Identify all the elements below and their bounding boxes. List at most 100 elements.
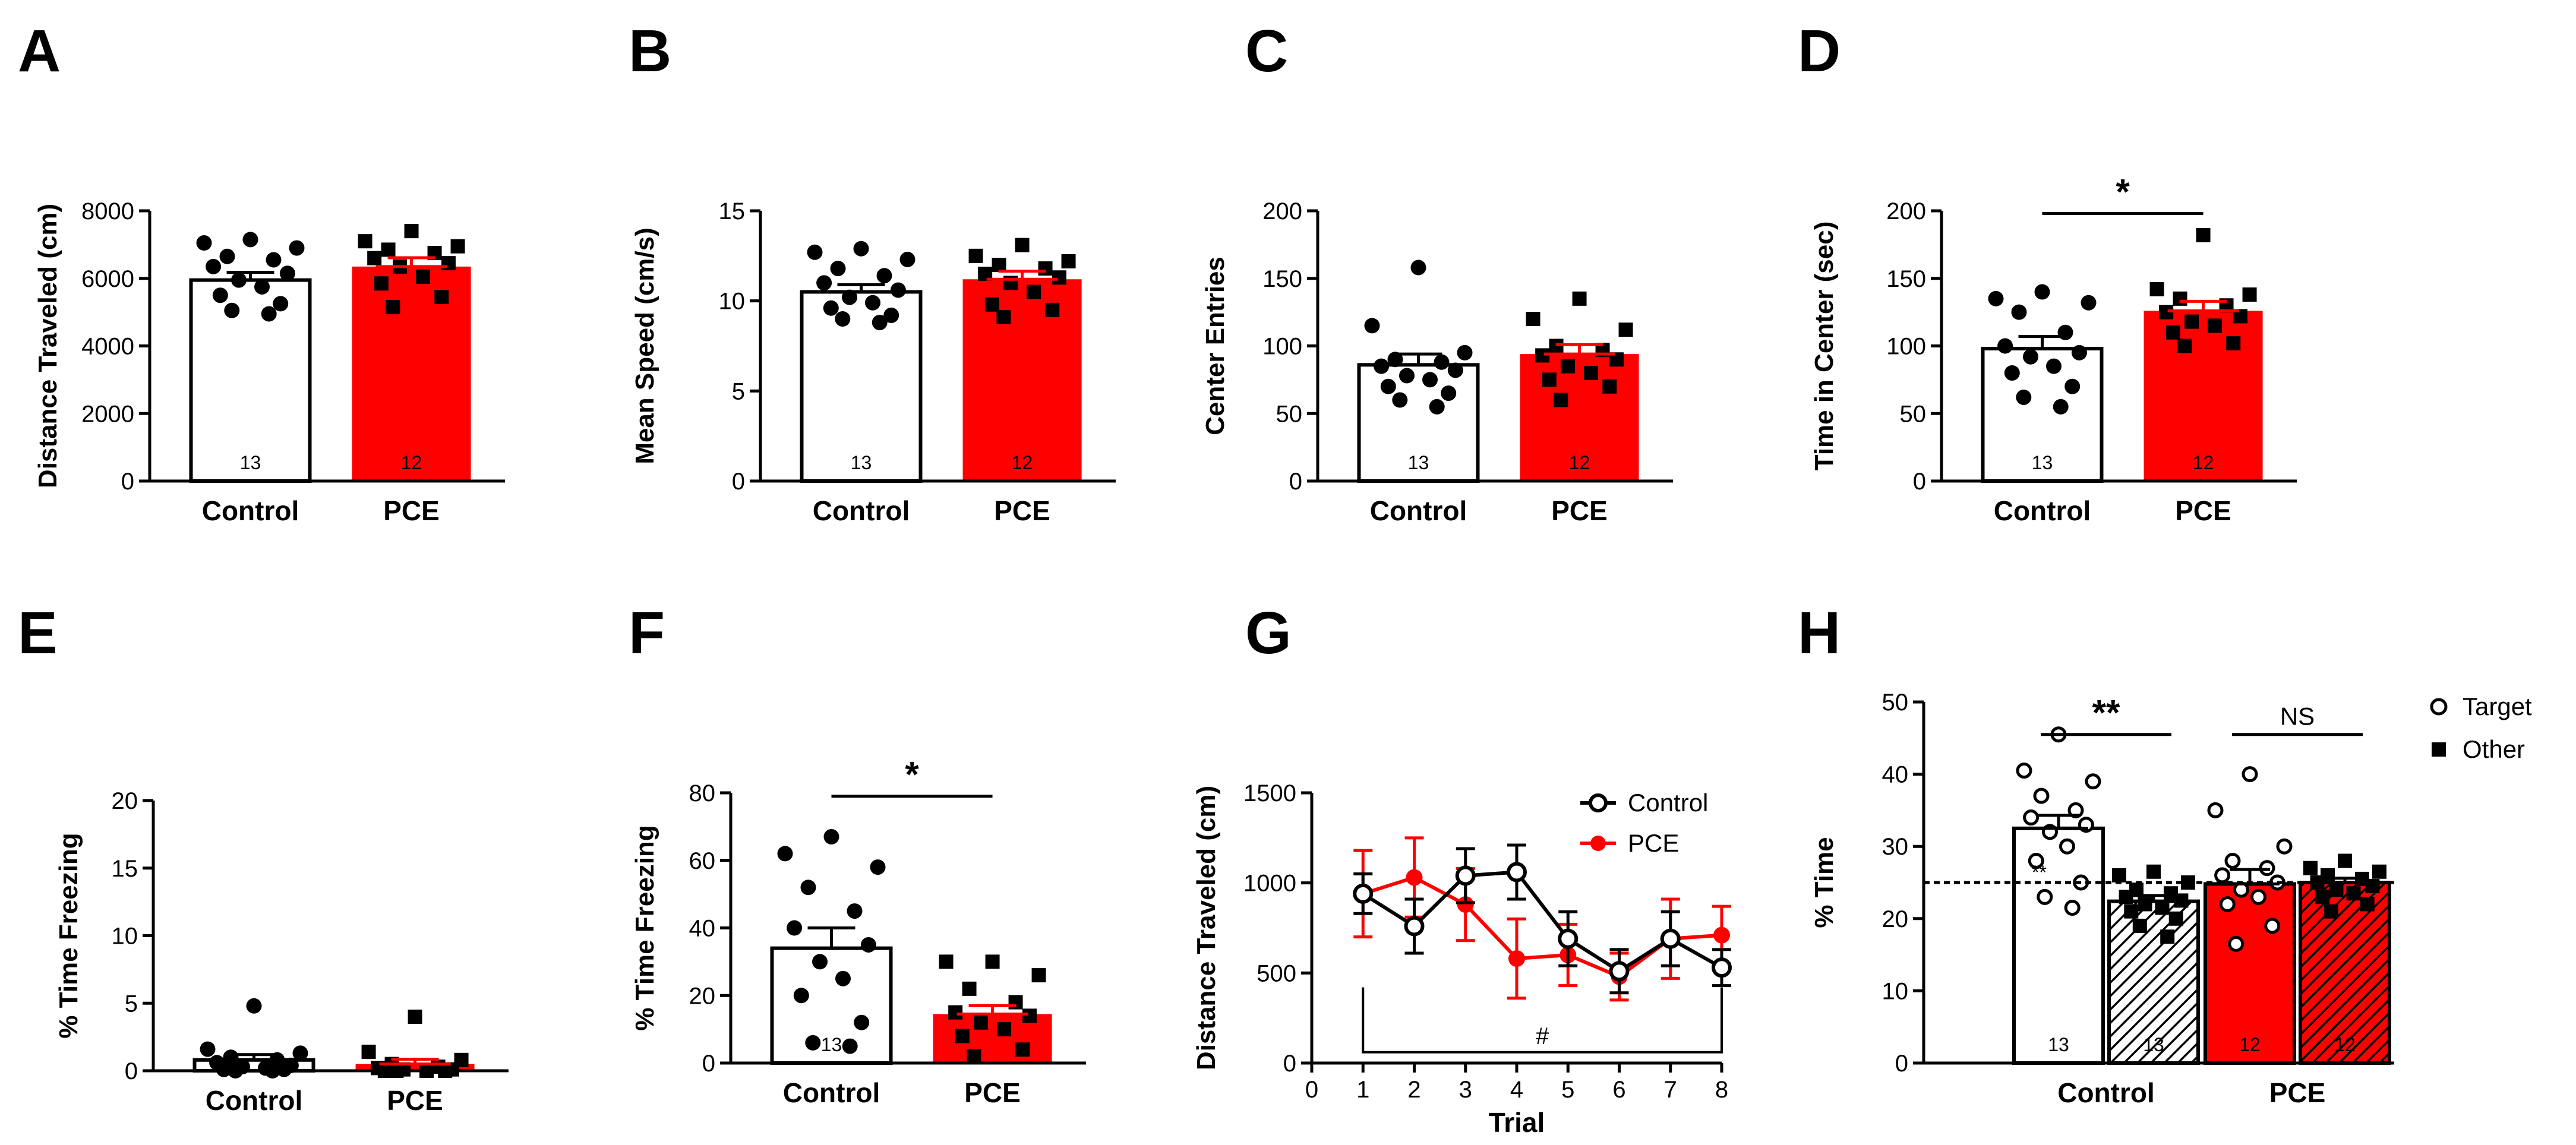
panel-labels: A B C D E F G H — [18, 18, 1841, 666]
data-point-B — [1045, 302, 1060, 317]
data-point-F — [985, 954, 1000, 969]
data-point-H — [2372, 864, 2386, 879]
x-tick-label-G: 4 — [1510, 1077, 1523, 1103]
data-point-B — [807, 244, 823, 260]
data-point-G — [1508, 950, 1525, 967]
data-point-E — [246, 998, 262, 1014]
data-point-C — [1410, 260, 1426, 276]
data-point-A — [441, 256, 456, 271]
data-point-F — [793, 988, 809, 1004]
y-tick-label-D: 50 — [1900, 401, 1927, 427]
x-tick-label-E: Control — [206, 1085, 303, 1116]
legend-marker-H — [2430, 698, 2448, 716]
data-point-C — [1380, 378, 1396, 394]
y-axis-label-A: Distance Traveled (cm) — [33, 204, 62, 488]
data-point-D — [2004, 365, 2020, 381]
data-point-D — [2173, 291, 2187, 306]
y-tick-label-B: 10 — [719, 289, 746, 315]
data-point-C — [1429, 398, 1445, 415]
data-point-H — [2028, 853, 2044, 869]
x-tick-label-D: Control — [1994, 495, 2091, 526]
data-point-H — [2023, 809, 2040, 826]
data-point-G — [1406, 869, 1423, 886]
y-tick-label-E: 20 — [112, 788, 138, 814]
bar-B-control — [800, 290, 923, 483]
data-point-A — [219, 248, 235, 264]
x-tick-label-E: PCE — [387, 1085, 443, 1116]
y-tick-label-E: 0 — [125, 1058, 138, 1084]
bar-H-pce-target — [2204, 882, 2296, 1065]
data-point-B — [872, 315, 888, 331]
y-tick-label-B: 0 — [732, 469, 745, 495]
annotation-bracket-G — [1362, 987, 1723, 1054]
data-point-D — [2242, 287, 2257, 302]
x-tick-label-G: 6 — [1612, 1077, 1625, 1103]
data-point-G — [1353, 883, 1374, 904]
data-point-B — [816, 275, 832, 291]
data-point-F — [1022, 1008, 1037, 1023]
data-point-H — [2224, 853, 2241, 869]
data-point-A — [254, 279, 270, 295]
n-label-B: 13 — [851, 452, 872, 473]
y-tick-label-H: 20 — [1882, 906, 1909, 932]
y-tick-label-C: 150 — [1262, 266, 1302, 292]
x-tick-label-G: 1 — [1356, 1077, 1369, 1103]
y-axis-label-D: Time in Center (sec) — [1810, 222, 1839, 471]
data-point-E — [292, 1045, 308, 1061]
data-point-H — [2264, 918, 2281, 934]
data-point-H — [2303, 861, 2318, 875]
data-point-D — [2196, 227, 2211, 242]
n-label-H: 13 — [2048, 1034, 2069, 1055]
data-point-F — [939, 954, 954, 969]
data-point-H — [2146, 864, 2161, 879]
data-point-C — [1364, 318, 1380, 334]
data-point-H — [2132, 918, 2147, 933]
data-point-D — [2053, 398, 2069, 415]
data-point-A — [416, 269, 431, 284]
data-point-C — [1542, 372, 1557, 387]
data-point-G — [1507, 862, 1527, 883]
data-point-E — [200, 1041, 216, 1057]
data-point-H — [2276, 838, 2293, 855]
data-point-B — [996, 309, 1011, 324]
data-point-F — [870, 859, 886, 875]
data-point-B — [883, 307, 899, 323]
annotation-label-G: # — [1536, 1023, 1549, 1049]
data-point-B — [835, 311, 851, 327]
data-point-C — [1584, 366, 1599, 380]
y-tick-label-E: 15 — [112, 856, 138, 882]
significance-label-H: NS — [2280, 703, 2315, 730]
data-point-A — [242, 232, 258, 248]
data-point-H — [2250, 888, 2266, 905]
y-tick-label-F: 0 — [702, 1051, 715, 1077]
panel-label-g: G — [1245, 600, 1292, 666]
data-point-G — [1713, 926, 1730, 944]
y-axis-label-C: Center Entries — [1201, 257, 1230, 435]
series-line-G-control — [1362, 870, 1723, 973]
y-tick-label-D: 100 — [1886, 334, 1926, 360]
y-tick-label-E: 5 — [125, 991, 138, 1017]
data-point-F — [805, 1035, 821, 1051]
n-label-C: 13 — [1408, 452, 1429, 473]
data-point-B — [984, 297, 999, 312]
y-tick-label-C: 200 — [1262, 198, 1302, 224]
data-point-A — [358, 234, 372, 249]
significance-label-H: ** — [2092, 693, 2120, 733]
bar-E-pce — [355, 1064, 475, 1071]
x-tick-label-A: PCE — [383, 495, 440, 526]
data-point-H — [2112, 868, 2126, 883]
data-point-F — [800, 880, 816, 896]
data-point-C — [1422, 372, 1438, 388]
data-point-C — [1602, 379, 1617, 394]
data-point-B — [823, 300, 839, 316]
panel-label-e: E — [18, 600, 58, 666]
data-point-H — [2037, 888, 2053, 905]
y-tick-label-A: 8000 — [81, 198, 134, 224]
y-tick-label-H: 0 — [1895, 1051, 1908, 1077]
x-tick-label-G: 7 — [1664, 1077, 1677, 1103]
data-point-G — [1660, 928, 1681, 949]
y-tick-label-D: 200 — [1886, 198, 1926, 224]
x-tick-label-G: 2 — [1407, 1077, 1420, 1103]
y-tick-label-G: 1000 — [1243, 871, 1296, 897]
data-point-A — [404, 224, 419, 239]
